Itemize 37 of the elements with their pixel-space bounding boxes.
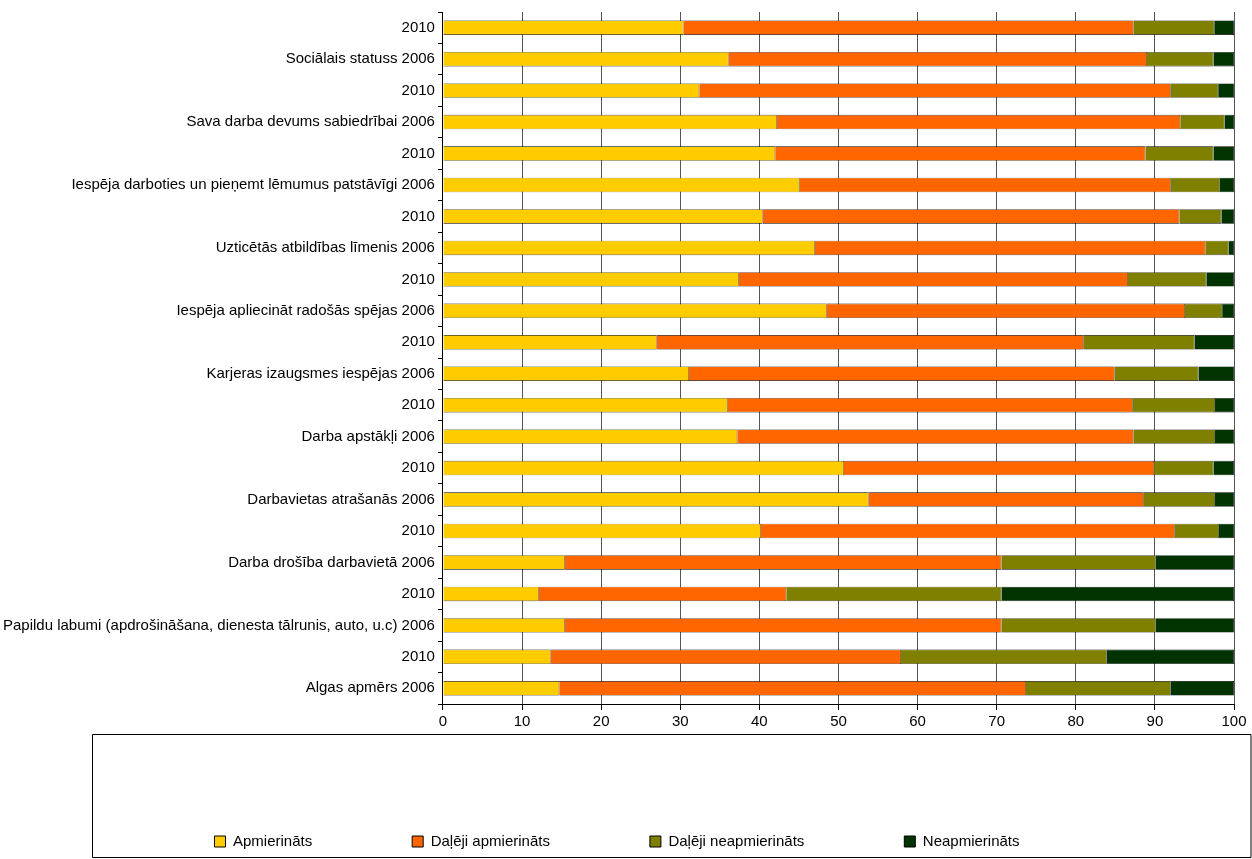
x-tick-label: 30 — [671, 712, 689, 730]
legend-label: Neapmierināts — [922, 831, 1020, 849]
y-tick-label: 2010 — [401, 143, 435, 161]
y-tick-label: 2010 — [401, 646, 435, 664]
y-tick-label: Algas apmērs 2006 — [305, 678, 435, 696]
y-tick-label: Sociālais statuss 2006 — [285, 49, 435, 67]
x-tick-label: 50 — [830, 712, 847, 730]
x-tick-label: 90 — [1146, 712, 1164, 730]
x-tick-label: 20 — [592, 712, 610, 730]
x-tick-label: 70 — [988, 712, 1006, 730]
x-tick-label: 60 — [909, 712, 926, 730]
legend-label: Daļēji neapmierināts — [668, 831, 805, 849]
y-tick-label: Karjeras izaugsmes iespējas 2006 — [206, 363, 435, 381]
y-tick-label: 2010 — [401, 80, 435, 98]
y-tick-label: 2010 — [401, 458, 435, 476]
y-tick-label: 2010 — [401, 269, 435, 287]
x-tick-label: 40 — [751, 712, 768, 730]
y-tick-label: 2010 — [401, 332, 435, 350]
y-tick-label: Darba apstākļi 2006 — [301, 426, 435, 444]
y-tick-label: Sava darba devums sabiedrībai 2006 — [186, 112, 435, 130]
y-tick-label: 2010 — [401, 584, 435, 602]
y-tick-label: 2010 — [401, 521, 435, 539]
legend-label: Daļēji apmierināts — [430, 831, 550, 849]
x-tick-label: 80 — [1067, 712, 1085, 730]
x-tick-label: 10 — [513, 712, 531, 730]
y-tick-label: Darbavietas atrašanās 2006 — [247, 489, 435, 507]
y-tick-label: Iespēja apliecināt radošās spējas 2006 — [176, 300, 435, 318]
y-tick-label: Darba drošība darbavietā 2006 — [228, 552, 435, 570]
y-tick-label: 2010 — [401, 206, 435, 224]
y-tick-label: 2010 — [401, 17, 435, 35]
x-tick-label: 0 — [438, 712, 448, 730]
x-tick-label: 100 — [1221, 712, 1247, 730]
y-tick-label: Iespēja darboties un pieņemt lēmumus patstāvīgi 2006 — [71, 175, 435, 193]
y-tick-label: Papildu labumi (apdrošināšana, dienesta tālrunis, auto, u.c) 2006 — [2, 615, 435, 633]
y-tick-label: 2010 — [401, 395, 435, 413]
y-tick-label: Uzticētās atbildības līmenis 2006 — [215, 238, 435, 256]
legend-label: Apmierināts — [232, 831, 313, 849]
